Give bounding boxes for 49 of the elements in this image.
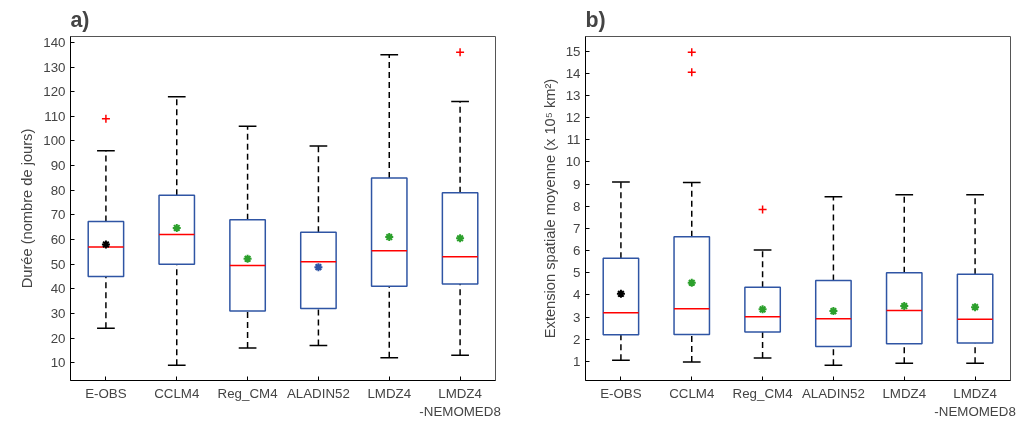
x-tick-label: E-OBS bbox=[600, 385, 642, 401]
y-tick-label: 10 bbox=[50, 355, 66, 371]
y-tick-label: 20 bbox=[50, 330, 66, 346]
x-tick-label: E-OBS bbox=[85, 385, 127, 401]
x-tick-label: LMDZ4 -NEMOMED8 bbox=[419, 385, 501, 419]
y-tick-label: 140 bbox=[43, 34, 66, 50]
y-tick-label: 3 bbox=[573, 309, 581, 325]
y-tick-label: 4 bbox=[573, 287, 582, 303]
y-tick-label: 9 bbox=[573, 176, 581, 192]
chart-title: b) bbox=[585, 7, 606, 32]
y-tick-label: 8 bbox=[573, 198, 581, 214]
point bbox=[313, 262, 324, 273]
y-tick-label: 40 bbox=[50, 281, 66, 297]
y-tick-label: 50 bbox=[50, 256, 66, 272]
y-axis-title: Extension spatiale moyenne (x 10⁵ km²) bbox=[541, 78, 558, 339]
y-tick-label: 10 bbox=[565, 154, 581, 170]
y-tick-label: 1 bbox=[573, 353, 581, 369]
x-tick-label: LMDZ4 bbox=[367, 385, 412, 401]
y-axis-title: Durée (nombre de jours) bbox=[19, 128, 36, 289]
y-tick-label: 110 bbox=[44, 108, 66, 124]
x-tick-label: ALADIN52 bbox=[801, 385, 865, 401]
point bbox=[100, 239, 111, 250]
y-tick-label: 12 bbox=[565, 110, 581, 126]
y-tick-label: 11 bbox=[566, 132, 581, 148]
y-tick-label: 90 bbox=[50, 158, 66, 174]
y-tick-label: 6 bbox=[573, 243, 581, 259]
y-tick-label: 80 bbox=[50, 182, 66, 198]
x-tick-label: LMDZ4 -NEMOMED8 bbox=[934, 385, 1016, 419]
x-tick-label: Reg_CM4 bbox=[217, 385, 279, 401]
y-tick-label: 60 bbox=[50, 232, 66, 248]
x-tick-label: ALADIN52 bbox=[286, 385, 350, 401]
x-tick-label: Reg_CM4 bbox=[732, 385, 794, 401]
y-tick-label: 5 bbox=[573, 265, 581, 281]
x-tick-label: CCLM4 bbox=[154, 385, 200, 401]
chart-title: a) bbox=[70, 7, 90, 32]
point bbox=[242, 253, 253, 264]
y-tick-label: 15 bbox=[565, 43, 581, 59]
y-tick-label: 120 bbox=[43, 84, 66, 100]
y-tick-label: 130 bbox=[43, 59, 66, 75]
y-tick-label: 14 bbox=[565, 65, 582, 81]
y-tick-label: 100 bbox=[43, 133, 66, 149]
point bbox=[455, 233, 466, 244]
y-tick-label: 7 bbox=[573, 220, 581, 236]
x-tick-label: LMDZ4 bbox=[882, 385, 927, 401]
x-tick-label: CCLM4 bbox=[669, 385, 715, 401]
y-tick-label: 70 bbox=[50, 207, 66, 223]
y-tick-label: 30 bbox=[50, 305, 66, 321]
y-tick-label: 13 bbox=[565, 87, 581, 103]
y-tick-label: 2 bbox=[573, 331, 581, 347]
